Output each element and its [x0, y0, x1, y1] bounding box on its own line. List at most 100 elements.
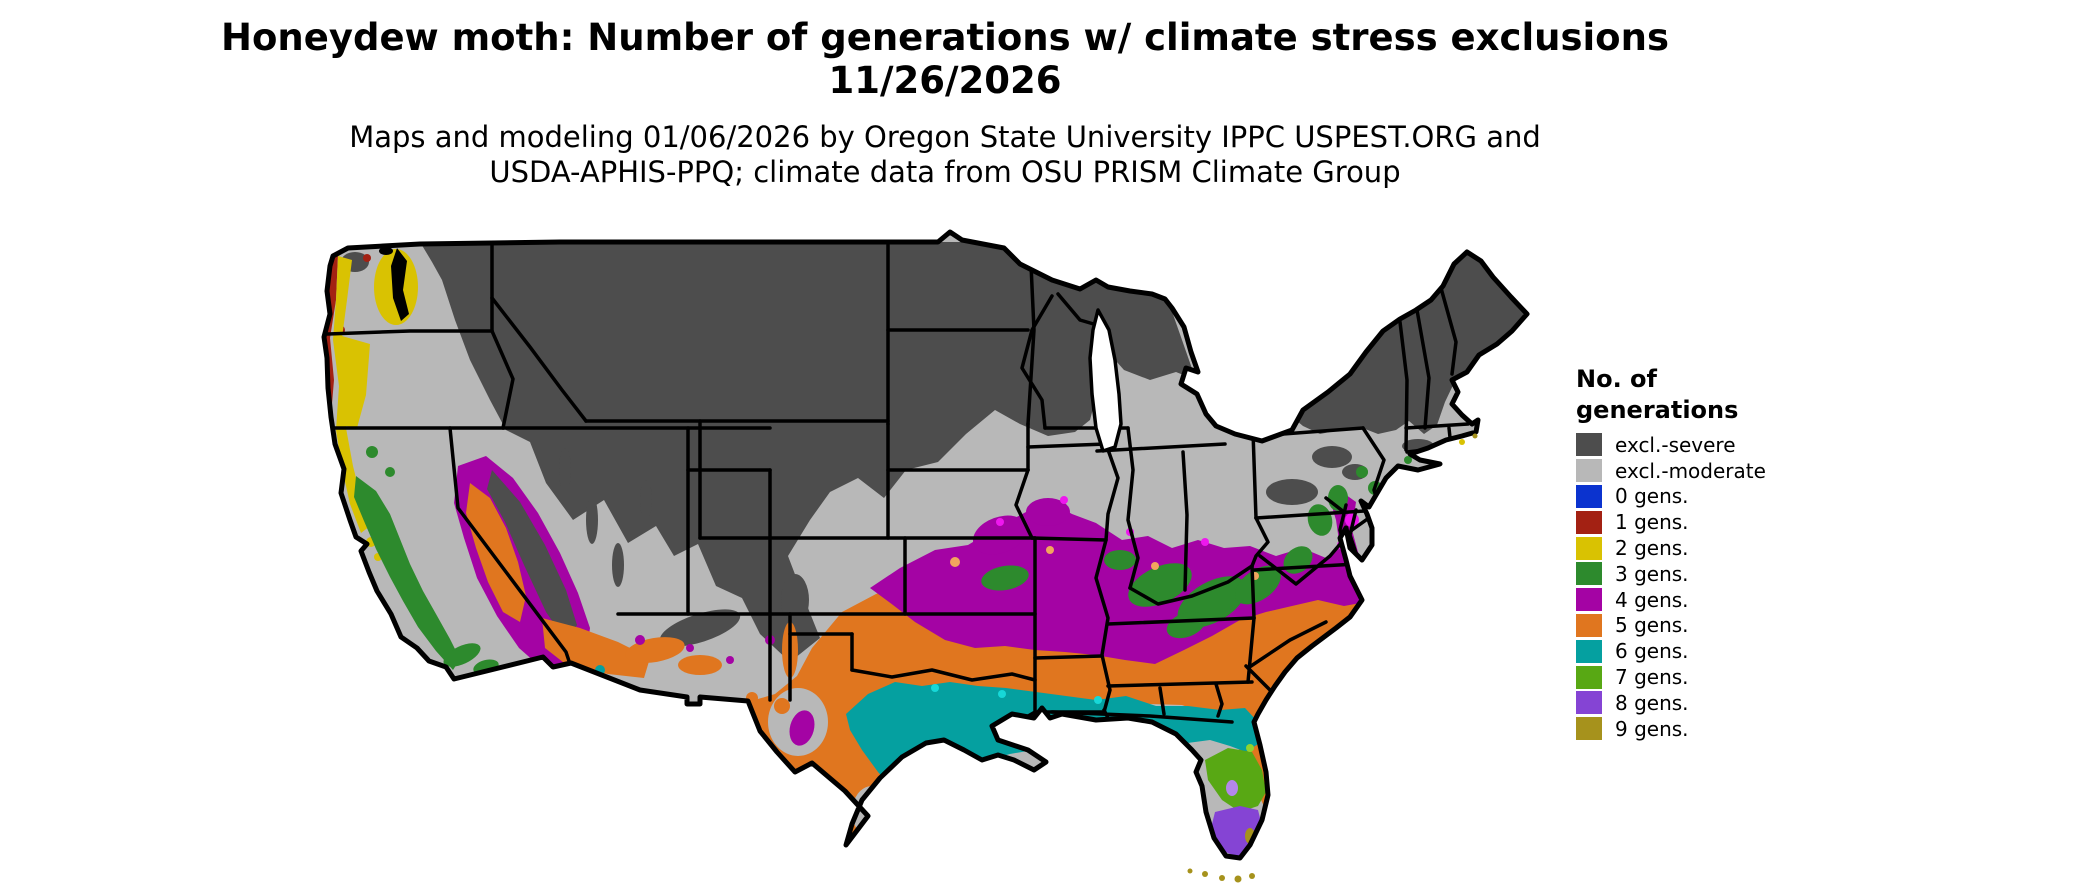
title-date: 11/26/2026 [828, 59, 1062, 102]
map-blob-3gens-ozarks [981, 565, 1029, 591]
legend-swatch-excl_moderate [1576, 459, 1602, 483]
map-blob-dark-catskills [1312, 446, 1352, 468]
map-speck-9gens-brownsville [877, 848, 883, 854]
map-region-2gens-willamette [340, 336, 370, 428]
map-speck-lime [936, 749, 944, 757]
legend-label: 4 gens. [1615, 587, 1689, 612]
map-blob-dark-nv-range [559, 448, 571, 492]
map-blob-dark-alleghenies [1266, 479, 1318, 505]
map-speck-3gens-delaware [1356, 466, 1368, 478]
legend-label: 3 gens. [1615, 561, 1689, 586]
legend-item-g8: 8 gens. [1576, 690, 1766, 716]
subtitle-line-1: Maps and modeling 01/06/2026 by Oregon S… [349, 120, 1541, 154]
map-blob-4gens-transpecos [789, 710, 815, 746]
map-speck-cyan [998, 690, 1006, 698]
legend-item-excl_moderate: excl.-moderate [1576, 458, 1766, 484]
legend-swatch-g8 [1576, 691, 1602, 715]
legend-items: excl.-severe excl.-moderate 0 gens. 1 gens.… [1576, 432, 1766, 742]
lake-michigan [1088, 308, 1123, 453]
map-region-5gens-south-band [748, 552, 1416, 852]
map-blob-dark-nv-range [586, 496, 598, 544]
legend-label: 7 gens. [1615, 665, 1689, 690]
map-region-5gens-central-valley [466, 483, 526, 622]
map-region-3gens-ca-coast-range [354, 476, 460, 670]
legend-label: 8 gens. [1615, 690, 1689, 715]
chart-subtitle: Maps and modeling 01/06/2026 by Oregon S… [0, 120, 1890, 190]
map-blob-dark-nm-range [781, 574, 809, 626]
legend-swatch-g9 [1576, 717, 1602, 741]
legend-title-line-2: generations [1576, 396, 1739, 424]
map-blob-3gens-appalachia [1166, 611, 1206, 639]
map-speck-pale-orange [1151, 562, 1159, 570]
legend-label: excl.-severe [1615, 432, 1736, 457]
legend-swatch-g4 [1576, 588, 1602, 612]
map-speck-bright-magenta [1201, 538, 1209, 546]
legend-item-excl_severe: excl.-severe [1576, 432, 1766, 458]
legend-swatch-g3 [1576, 562, 1602, 586]
legend-title-line-1: No. of [1576, 365, 1657, 393]
map-region-excl-severe-north [420, 242, 1196, 662]
map-speck-2gens-cape-cod [1459, 439, 1465, 445]
legend-label: 9 gens. [1615, 716, 1689, 741]
map-region-8gens-south-texas [880, 818, 903, 852]
map-speck-4gens-az [686, 644, 694, 652]
legend-item-g3: 3 gens. [1576, 561, 1766, 587]
puget-sound-water [391, 248, 409, 321]
map-speck-pale-purple-florida [1226, 780, 1238, 796]
legend-label: 5 gens. [1615, 613, 1689, 638]
map-speck-4gens-az [635, 635, 645, 645]
map-speck-cyan [931, 684, 939, 692]
legend-item-g4: 4 gens. [1576, 587, 1766, 613]
map-speck-pale-orange [1046, 546, 1054, 554]
legend-label: 2 gens. [1615, 536, 1689, 561]
map-blob-3gens-socal [443, 643, 481, 667]
map-blob-3gens-appalachia [1235, 565, 1281, 605]
legend-label: 0 gens. [1615, 484, 1689, 509]
map-speck-3gens-nca [366, 446, 378, 458]
map-region-excl-severe-northeast [1288, 252, 1526, 434]
legend-swatch-g0 [1576, 484, 1602, 508]
legend-item-g2: 2 gens. [1576, 535, 1766, 561]
legend-swatch-excl_severe [1576, 433, 1602, 457]
map-blob-dark-sierra [487, 470, 577, 641]
map-blob-5gens-az-valley [678, 655, 722, 675]
legend-swatch-g5 [1576, 613, 1602, 637]
map-speck-1gens [363, 254, 371, 262]
page-title: Honeydew moth: Number of generations w/ … [221, 16, 1669, 59]
conus-outline [321, 229, 1530, 861]
map-blob-dark-mogollon [659, 609, 741, 647]
map-speck-bright-magenta [996, 518, 1004, 526]
map-blob-dark-nv-range [640, 480, 652, 520]
legend-item-g6: 6 gens. [1576, 638, 1766, 664]
map-speck-pale-purple [889, 824, 897, 832]
state-borders [326, 240, 1470, 754]
map-region-7gens-central-florida [1205, 748, 1266, 812]
florida-keys-9gens [1187, 868, 1255, 883]
map-blob-4gens-s-illinois [1026, 498, 1070, 526]
strait-water [379, 247, 393, 255]
legend-item-g1: 1 gens. [1576, 509, 1766, 535]
legend-item-g7: 7 gens. [1576, 664, 1766, 690]
map-speck-cyan-imperial [571, 668, 579, 676]
legend-swatch-g1 [1576, 510, 1602, 534]
legend-item-g0: 0 gens. [1576, 484, 1766, 510]
map-speck-lime [1246, 744, 1254, 752]
map-speck-4gens-nm [726, 656, 734, 664]
chart-header: Honeydew moth: Number of generations w/ … [0, 16, 1890, 102]
legend-label: excl.-moderate [1615, 458, 1766, 483]
legend-item-g9: 9 gens. [1576, 716, 1766, 742]
legend-swatch-g6 [1576, 639, 1602, 663]
map-legend: No. of generations excl.-severe excl.-mod… [1576, 364, 1766, 742]
map-blob-dark-nv-range [612, 543, 624, 587]
subtitle-line-2: USDA-APHIS-PPQ; climate data from OSU PR… [489, 155, 1401, 189]
map-speck-cyan [1094, 696, 1102, 704]
map-blob-4gens-missouri [972, 515, 1028, 555]
map-speck-bright-magenta [1060, 496, 1068, 504]
map-blob-3gens-kentucky [1104, 550, 1136, 570]
legend-swatch-g7 [1576, 665, 1602, 689]
legend-label: 6 gens. [1615, 639, 1689, 664]
legend-swatch-g2 [1576, 536, 1602, 560]
map-speck-9gens-nantucket [1472, 433, 1478, 439]
